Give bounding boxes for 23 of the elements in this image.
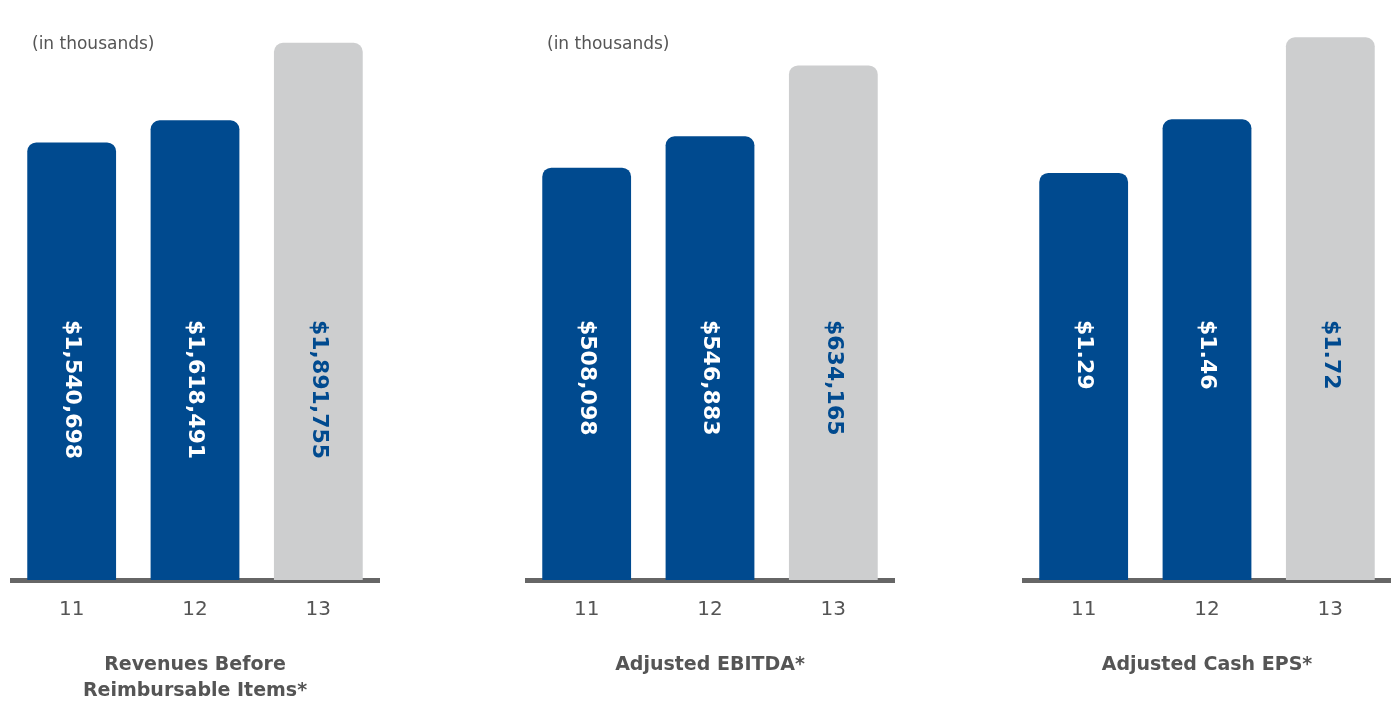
data-label: $1,618,491 [184,320,210,460]
data-label: $1,891,755 [307,320,333,460]
x-tick-label: 13 [820,596,847,621]
data-label: $508,098 [575,320,601,436]
data-label: $546,883 [699,320,725,436]
x-tick-label: 12 [1194,596,1220,621]
data-label: $1.72 [1319,320,1345,390]
text: Adjusted EBITDA* [614,651,806,676]
data-label: $1.29 [1072,320,1098,390]
text: Revenues Before Reimbursable Items* [81,651,309,702]
data-label: $1,540,698 [60,320,86,460]
text: (in thousands) [547,33,670,53]
text: Adjusted Cash EPS* [1100,651,1314,676]
x-tick-label: 11 [58,596,85,621]
x-tick-label: 12 [697,596,723,621]
x-tick-label: 12 [182,596,208,621]
x-tick-label: 13 [305,596,332,621]
x-tick-label: 13 [1317,596,1344,621]
annotation: (in thousands) [32,33,155,53]
x-tick-label: 11 [573,596,600,621]
data-label: $1.46 [1196,320,1222,390]
x-tick-label: 11 [1070,596,1097,621]
data-label: $634,165 [822,320,848,436]
